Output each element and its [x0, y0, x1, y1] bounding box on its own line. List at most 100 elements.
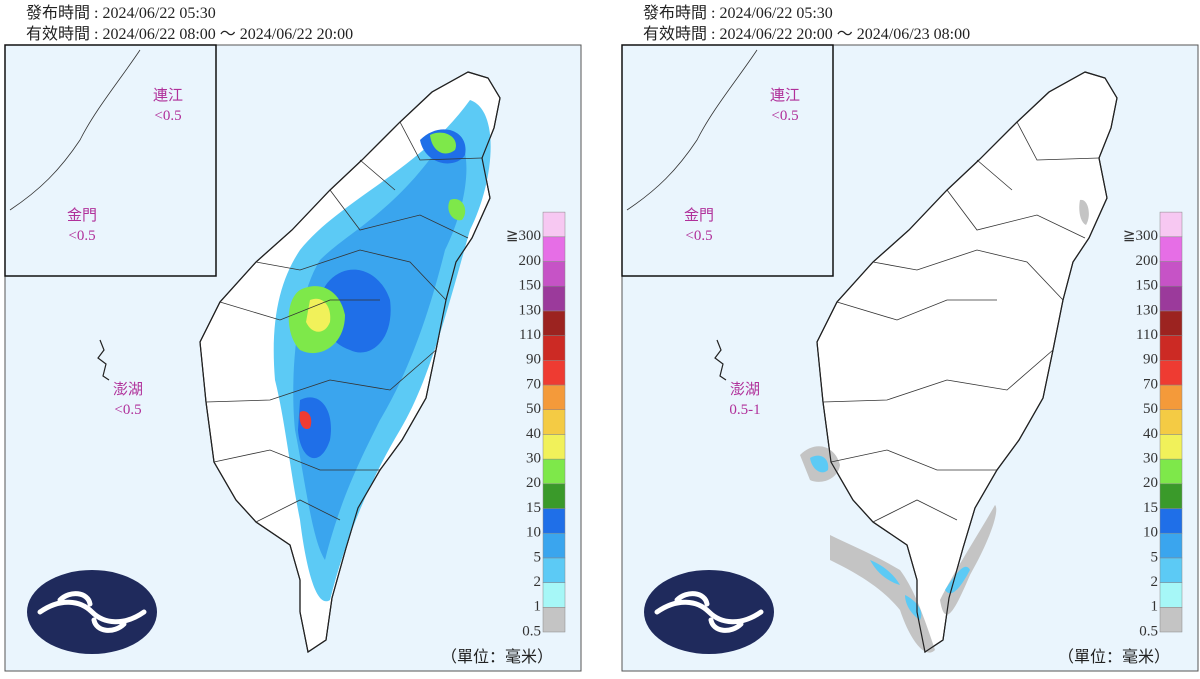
legend-swatch: [1159, 508, 1183, 534]
legend-swatch: [1159, 310, 1183, 336]
rain-area: [288, 132, 466, 354]
issued-time: 發布時間 : 2024/06/22 05:30: [26, 4, 216, 22]
legend-swatch: [542, 532, 566, 559]
legend-label: 70: [1143, 376, 1158, 392]
legend-label: 30: [526, 451, 541, 467]
legend-label: 20: [1143, 475, 1158, 491]
legend-label: 15: [1143, 500, 1158, 516]
legend-swatch: [1159, 434, 1183, 460]
inset-box: [621, 44, 834, 277]
legend-label: 1: [1151, 599, 1159, 615]
penghu: [714, 339, 727, 381]
rain-area: [293, 130, 467, 560]
legend-swatch: [1159, 557, 1183, 583]
legend-swatch: [542, 211, 566, 238]
island-name: 連江: [153, 87, 183, 104]
unit-label: （單位：毫米）: [1058, 647, 1170, 666]
mainland-coast: [626, 49, 758, 211]
legend-label: 20: [526, 475, 541, 491]
valid-time: 有效時間 : 2024/06/22 08:00 ～ 2024/06/22 20:…: [26, 25, 353, 43]
legend-label: 40: [526, 426, 541, 442]
mainland-coast: [9, 49, 141, 211]
island-value: 0.5-1: [729, 402, 760, 418]
island-value: <0.5: [114, 402, 141, 418]
legend-label: 200: [519, 253, 542, 269]
rain-area: [298, 129, 466, 459]
legend-swatch: [542, 285, 566, 312]
island-name: 金門: [684, 207, 714, 224]
legend-label: 0.5: [1139, 623, 1158, 639]
taiwan-outline: [816, 71, 1118, 653]
legend-label: 50: [526, 401, 541, 417]
penghu: [97, 339, 110, 381]
legend-swatch: [542, 310, 566, 336]
cwa-logo-swirl: [37, 591, 147, 633]
legend-label: 150: [1136, 278, 1159, 294]
legend-label: 200: [1136, 253, 1159, 269]
legend-swatch: [1159, 607, 1183, 633]
taiwan-outline: [199, 71, 501, 653]
island-name: 金門: [67, 207, 97, 224]
unit-label: （單位：毫米）: [441, 647, 553, 666]
island-value: <0.5: [154, 108, 181, 124]
legend-swatch: [1159, 409, 1183, 435]
legend-swatch: [542, 236, 566, 262]
legend-swatch: [1159, 384, 1183, 410]
map-panel: 發布時間 : 2024/06/22 05:30 有效時間 : 2024/06/22…: [621, 4, 1199, 672]
legend-label: 2: [534, 574, 542, 590]
island-value: <0.5: [771, 108, 798, 124]
legend-swatch: [542, 458, 566, 485]
legend-swatch: [1159, 335, 1183, 361]
legend-swatch: [542, 360, 566, 386]
rain-area: [299, 411, 312, 430]
legend-swatch: [542, 607, 566, 633]
legend-label: 150: [519, 278, 542, 294]
legend-swatch: [1159, 285, 1183, 312]
cwa-logo-swirl: [654, 591, 764, 633]
legend-label: 90: [1143, 352, 1158, 368]
legend-label: 0.5: [522, 623, 541, 639]
legend-swatch: [1159, 582, 1183, 608]
county-borders: [205, 121, 483, 523]
legend-label: 5: [534, 549, 542, 565]
legend-swatch: [542, 384, 566, 410]
island-value: <0.5: [685, 228, 712, 244]
legend-swatch: [542, 508, 566, 534]
legend-label: 1: [534, 599, 542, 615]
legend-swatch: [1159, 483, 1183, 509]
island-name: 澎湖: [113, 381, 143, 398]
legend-label: 110: [519, 327, 541, 343]
legend-swatch: [1159, 458, 1183, 485]
legend-label: ≧300: [506, 228, 541, 244]
legend-swatch: [1159, 532, 1183, 559]
legend-swatch: [1159, 211, 1183, 238]
legend-label: 50: [1143, 401, 1158, 417]
legend-swatch: [542, 409, 566, 435]
legend-label: 10: [526, 525, 541, 541]
legend-swatch: [1159, 236, 1183, 262]
legend-label: 130: [519, 302, 542, 318]
island-name: 澎湖: [730, 381, 760, 398]
island-value: <0.5: [68, 228, 95, 244]
legend-swatch: [542, 261, 566, 287]
inset-box: [4, 44, 217, 277]
legend-label: 10: [1143, 525, 1158, 541]
legend-label: 2: [1151, 574, 1159, 590]
county-borders: [822, 121, 1100, 523]
legend-label: 90: [526, 352, 541, 368]
legend-swatch: [1159, 261, 1183, 287]
legend-label: 30: [1143, 451, 1158, 467]
map-panel: 發布時間 : 2024/06/22 05:30 有效時間 : 2024/06/22…: [4, 4, 582, 672]
legend-swatch: [542, 557, 566, 583]
legend-swatch: [542, 483, 566, 509]
legend-label: 130: [1136, 302, 1159, 318]
legend-label: 110: [1136, 327, 1158, 343]
legend-label: 5: [1151, 549, 1159, 565]
legend-swatch: [542, 434, 566, 460]
legend-swatch: [542, 335, 566, 361]
legend-swatch: [542, 582, 566, 608]
legend-label: 15: [526, 500, 541, 516]
legend-label: 40: [1143, 426, 1158, 442]
legend-swatch: [1159, 360, 1183, 386]
